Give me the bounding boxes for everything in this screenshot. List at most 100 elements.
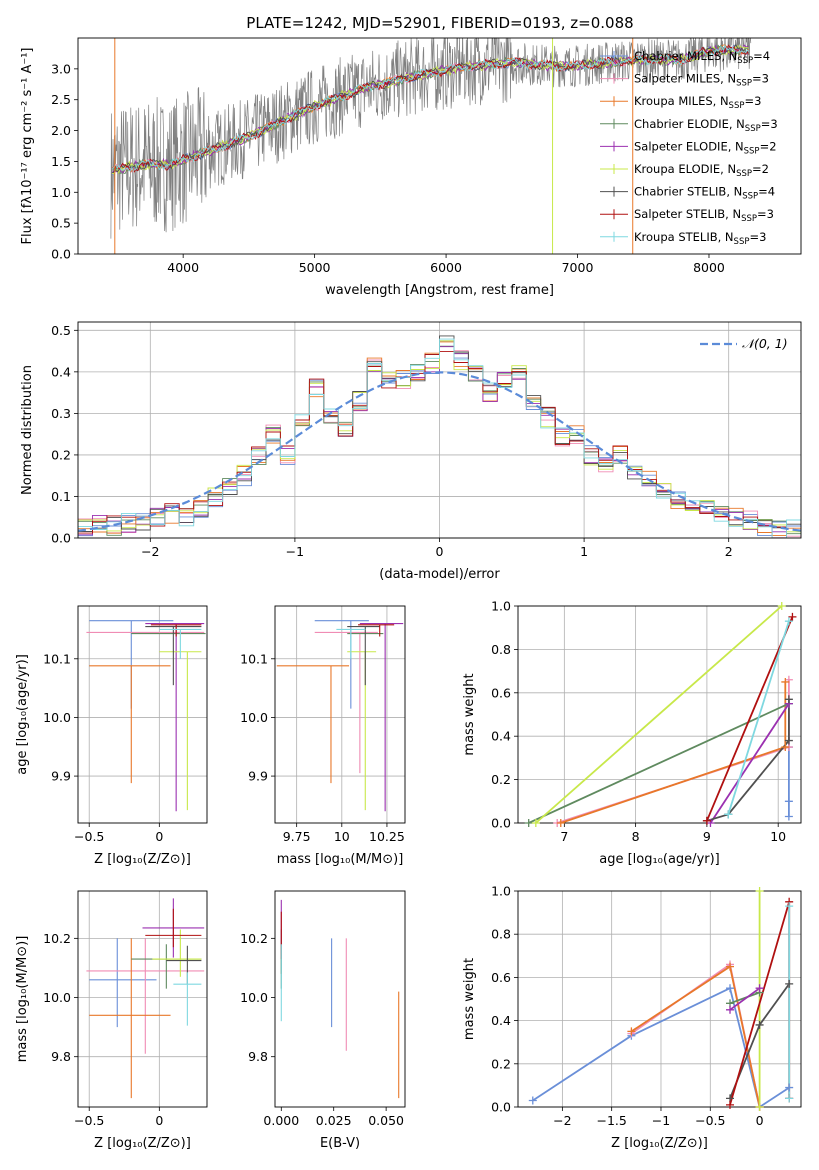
normal-curve xyxy=(78,371,801,532)
legend-entry-sub: SSP xyxy=(729,101,745,111)
legend-entry: Kroupa STELIB, NSSP=3 xyxy=(634,230,766,247)
figure-title: PLATE=1242, MJD=52901, FIBERID=0193, z=0… xyxy=(246,14,633,32)
age_vs_mass-ytick-label: 9.9 xyxy=(248,769,268,784)
residuals-frame xyxy=(77,321,802,539)
spectrum-panel: 4000 5000 6000 7000 8000 0.0 0.5 1.0 1.5 2.0 2.5 3.… xyxy=(20,37,802,298)
weight-point xyxy=(724,810,733,819)
weight_vs_age-plot-area xyxy=(528,606,794,823)
legend-entry-sub: SSP xyxy=(742,192,758,202)
weight_vs_Z-xlabel: Z [log₁₀(Z/Z⊙)] xyxy=(611,1136,708,1151)
weight_vs_Z-xtick-label: −1.5 xyxy=(596,1113,626,1128)
mass_vs_ebv-xlabel: E(B-V) xyxy=(320,1136,360,1151)
weight_vs_age-ytick-label: 0.6 xyxy=(491,685,511,700)
weight-line xyxy=(560,682,787,823)
mass_vs_Z-ytick-label: 9.8 xyxy=(51,1049,71,1064)
residuals-xtick-label: −1 xyxy=(286,544,304,559)
legend-entry-tail: =3 xyxy=(744,94,761,108)
spectrum-ytick-label: 0.0 xyxy=(51,247,71,262)
legend-entry-label: Kroupa STELIB, N xyxy=(634,230,734,244)
mass_vs_ebv-panel: 0.000 0.025 0.050 9.8 10.0 10.2 E(B-V) xyxy=(240,890,406,1151)
legend-entry-label: Salpeter STELIB, N xyxy=(634,207,741,221)
legend-entry-label: Kroupa MILES, N xyxy=(634,94,729,108)
mass_vs_Z-xlabel: Z [log₁₀(Z/Z⊙)] xyxy=(94,1136,191,1151)
weight-point xyxy=(784,617,793,626)
weight-point xyxy=(531,819,540,827)
legend-entry-label: Chabrier ELODIE, N xyxy=(634,117,745,131)
age_vs_Z-plot-area xyxy=(86,620,206,812)
weight-point xyxy=(784,797,793,806)
age_vs_mass-xtick-label: 9.75 xyxy=(283,829,311,844)
mass_vs_Z-ylabel: mass [log₁₀(M/M⊙)] xyxy=(15,936,30,1063)
spectrum-ytick-label: 2.5 xyxy=(51,92,71,107)
mass_vs_Z-ytick-label: 10.2 xyxy=(43,931,71,946)
spectrum-ytick-label: 0.5 xyxy=(51,216,71,231)
age_vs_mass-xlabel: mass [log₁₀(M/M⊙)] xyxy=(277,852,404,867)
residuals-xlabel: (data-model)/error xyxy=(379,567,500,582)
age_vs_Z-frame xyxy=(77,605,208,824)
legend-entry-label: Chabrier STELIB, N xyxy=(634,185,742,199)
spectrum-xtick-label: 4000 xyxy=(167,260,199,275)
weight-point xyxy=(777,602,786,610)
legend-entry: Chabrier MILES, NSSP=4 xyxy=(634,49,770,66)
legend-entry-sub: SSP xyxy=(734,237,750,247)
weight-point xyxy=(785,979,794,988)
age_vs_mass-xtick-label: 10.25 xyxy=(369,829,405,844)
legend-entry: Chabrier ELODIE, NSSP=3 xyxy=(634,117,778,134)
spectrum-xtick-label: 8000 xyxy=(693,260,725,275)
residuals-ytick-label: 0.2 xyxy=(51,447,71,462)
legend-entry-tail: =3 xyxy=(749,230,766,244)
age_vs_Z-ytick-label: 10.1 xyxy=(43,651,71,666)
weight_vs_Z-xtick-label: 0 xyxy=(756,1113,764,1128)
weight_vs_age-ytick-label: 1.0 xyxy=(491,599,511,614)
weight-line xyxy=(630,962,761,1107)
legend-entry-tail: =2 xyxy=(760,139,777,153)
mass_vs_ebv-ytick-label: 9.8 xyxy=(248,1049,268,1064)
weight_vs_age-xtick-label: 7 xyxy=(560,829,568,844)
weight-point xyxy=(785,902,794,911)
weight-point xyxy=(781,677,790,686)
weight_vs_age-xtick-label: 10 xyxy=(770,829,786,844)
legend-entry-sub: SSP xyxy=(745,124,761,134)
legend-entry-label: Chabrier MILES, N xyxy=(634,49,737,63)
age_vs_mass-frame xyxy=(274,605,406,824)
spectrum-model-line xyxy=(111,44,749,173)
weight_vs_Z-ytick-label: 0.0 xyxy=(491,1100,511,1115)
mass_vs_ebv-ytick-label: 10.0 xyxy=(240,990,268,1005)
legend-entry-label: Salpeter MILES, N xyxy=(634,72,736,86)
weight-line xyxy=(706,699,790,822)
legend-entry-sub: SSP xyxy=(744,146,760,156)
legend-entry-sub: SSP xyxy=(736,79,752,89)
mass_vs_Z-xtick-label: 0 xyxy=(155,1113,163,1128)
legend-entry-label: Salpeter ELODIE, N xyxy=(634,139,744,153)
age_vs_Z-xtick-label: −0.5 xyxy=(74,829,104,844)
legend-entry-tail: =4 xyxy=(758,185,775,199)
weight_vs_Z-ytick-label: 1.0 xyxy=(491,884,511,899)
weight-point xyxy=(702,816,711,825)
weight_vs_age-frame xyxy=(517,605,802,824)
mass_vs_ebv-frame xyxy=(274,890,406,1108)
residuals-ylabel: Normed distribution xyxy=(20,365,35,495)
weight_vs_age-xtick-label: 8 xyxy=(632,829,640,844)
mass_vs_Z-panel: −0.5 0 9.8 10.0 10.2 Z [log₁₀(Z/Z⊙)] mass [log… xyxy=(15,890,208,1151)
residuals-ytick-label: 0.4 xyxy=(51,364,71,379)
weight_vs_age-xtick-label: 9 xyxy=(703,829,711,844)
legend-entry-tail: =3 xyxy=(761,117,778,131)
weight-line xyxy=(528,702,790,823)
legend-entry: Chabrier STELIB, NSSP=4 xyxy=(634,185,775,202)
weight-line xyxy=(706,616,794,822)
weight_vs_Z-ytick-label: 0.2 xyxy=(491,1056,511,1071)
mass_vs_Z-ytick-label: 10.0 xyxy=(43,990,71,1005)
spectrum-ytick-label: 1.5 xyxy=(51,154,71,169)
weight_vs_Z-xtick-label: −2 xyxy=(553,1113,571,1128)
weight_vs_Z-frame xyxy=(517,890,802,1108)
age_vs_mass-ytick-label: 10.1 xyxy=(240,651,268,666)
residuals-ytick-label: 0.3 xyxy=(51,406,71,421)
mass_vs_ebv-plot-area xyxy=(280,899,400,1099)
weight-point xyxy=(784,695,793,704)
age_vs_Z-ytick-label: 9.9 xyxy=(51,769,71,784)
residuals-xtick-label: 0 xyxy=(436,544,444,559)
age_vs_Z-xlabel: Z [log₁₀(Z/Z⊙)] xyxy=(94,852,191,867)
weight-point xyxy=(788,612,797,621)
mass_vs_ebv-xtick-label: 0.025 xyxy=(316,1113,352,1128)
spectrum-ytick-label: 2.0 xyxy=(51,123,71,138)
